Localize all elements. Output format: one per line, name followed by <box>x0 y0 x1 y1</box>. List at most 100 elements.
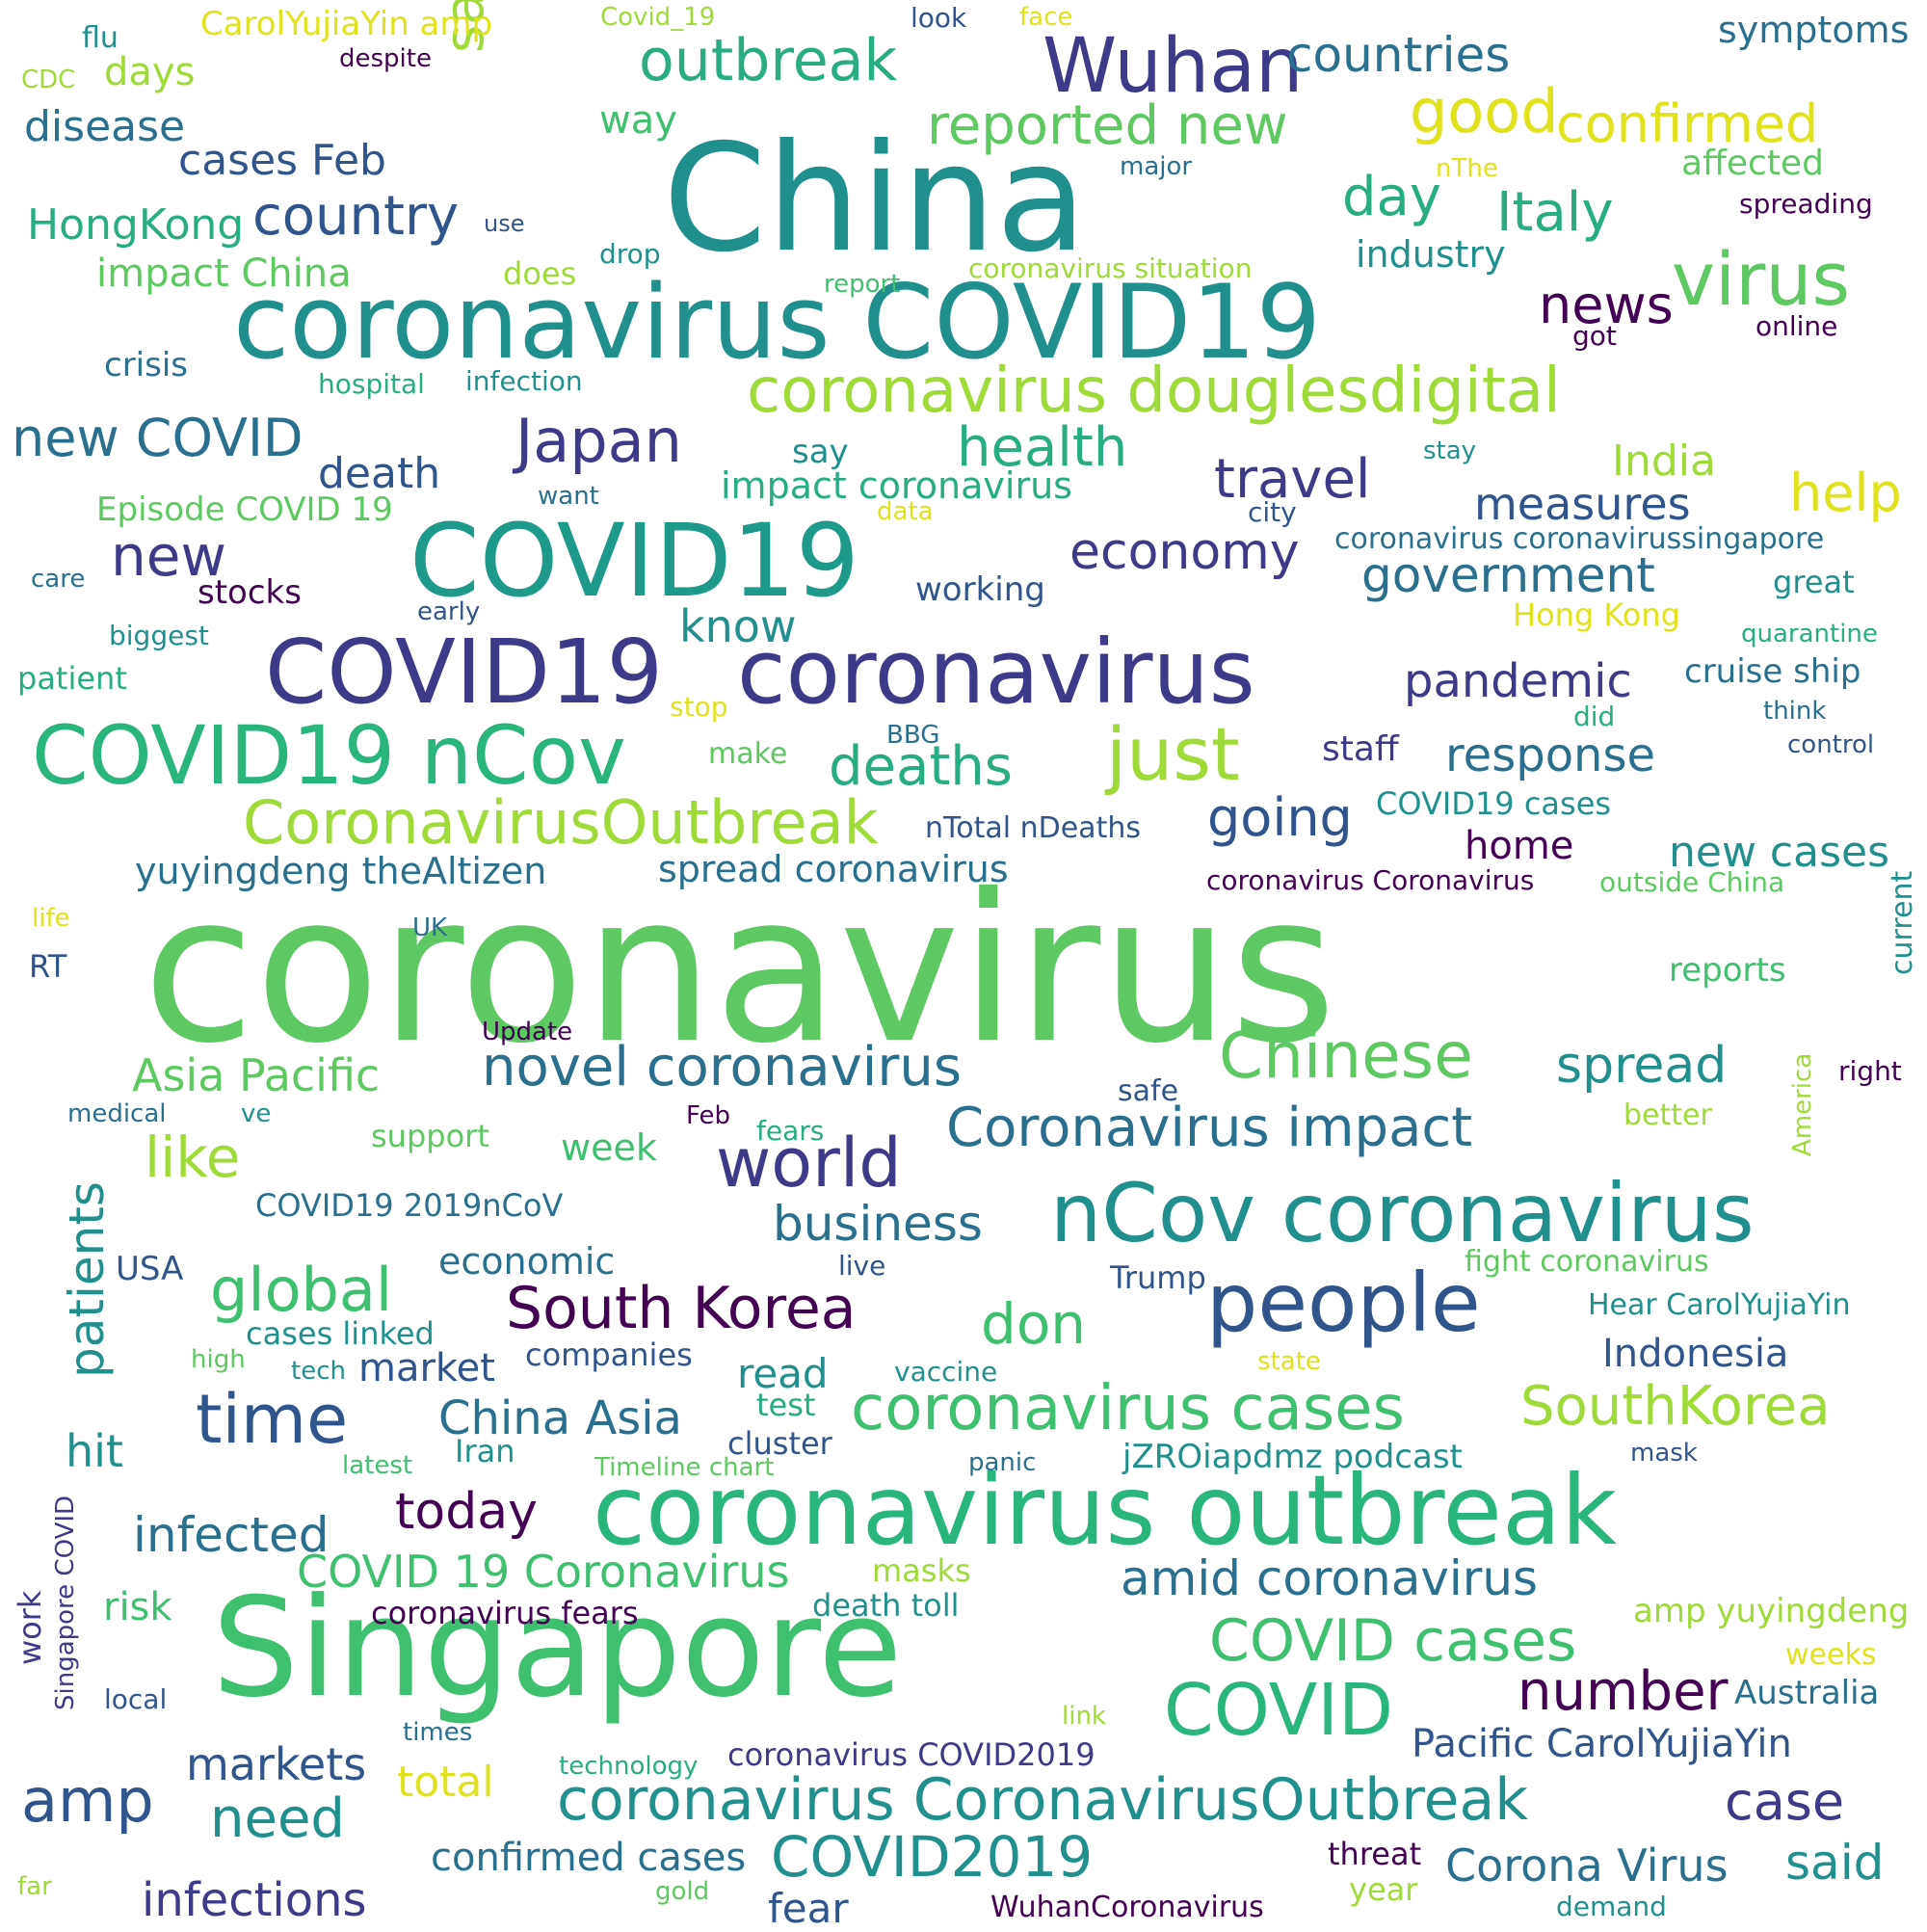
word: government <box>1361 547 1655 603</box>
word: demand <box>1556 1891 1667 1922</box>
word: know <box>679 600 797 652</box>
word: Australia <box>1734 1674 1880 1712</box>
word: UK <box>412 913 448 942</box>
word: spread coronavirus <box>658 848 1009 890</box>
word: novel coronavirus <box>482 1036 963 1098</box>
word: markets <box>186 1738 367 1790</box>
word: outbreak <box>639 27 898 94</box>
word: symptoms <box>1718 9 1910 51</box>
word: USA <box>116 1250 184 1288</box>
word: measures <box>1474 478 1691 530</box>
word: biggest <box>109 620 209 651</box>
word: nTotal nDeaths <box>925 811 1141 845</box>
word: CDC <box>21 66 76 94</box>
word: Trump <box>1110 1259 1206 1296</box>
word: China Asia <box>438 1391 682 1445</box>
word: reports <box>1669 951 1786 990</box>
word: stocks <box>198 573 302 612</box>
word: Italy <box>1496 181 1614 244</box>
word: face <box>1019 3 1073 32</box>
word: crisis <box>104 346 188 384</box>
word: SouthKorea <box>1520 1375 1831 1438</box>
word: Feb <box>686 1101 731 1130</box>
word: coronavirus outbreak <box>593 1454 1618 1567</box>
word: fight coronavirus <box>1465 1245 1709 1279</box>
word: COVID <box>1164 1669 1394 1752</box>
word: South Korea <box>506 1275 857 1342</box>
word: days <box>104 50 196 94</box>
word: way <box>599 98 677 143</box>
word: early <box>417 597 481 626</box>
word: mask <box>1630 1439 1698 1468</box>
word: threat <box>1328 1836 1422 1872</box>
word: tech <box>291 1357 346 1386</box>
word: Iran <box>455 1433 515 1469</box>
word: world <box>716 1124 902 1203</box>
word: far <box>17 1872 52 1901</box>
word: coronavirus fears <box>371 1595 639 1631</box>
word: virus <box>1672 236 1851 322</box>
word: disease <box>24 102 186 151</box>
word: new <box>111 523 226 589</box>
word: time <box>196 1380 349 1459</box>
word: amp yuyingdeng <box>1633 1592 1910 1630</box>
word: working <box>915 570 1045 609</box>
word: fear <box>768 1885 849 1932</box>
word: Corona Virus <box>1445 1839 1729 1892</box>
word: support <box>371 1118 489 1154</box>
word: amid coronavirus <box>1121 1550 1539 1606</box>
word: economic <box>438 1240 616 1283</box>
word: spreading <box>1739 188 1873 220</box>
word: cluster <box>727 1425 832 1462</box>
word: drop <box>599 238 661 270</box>
word: coronavirus <box>737 621 1255 724</box>
word: hospital <box>318 368 425 400</box>
word: global <box>210 1255 393 1325</box>
word: like <box>145 1125 241 1190</box>
word: home <box>1465 824 1574 868</box>
word: despite <box>339 44 432 73</box>
word: live <box>838 1250 886 1282</box>
word: Pacific CarolYujiaYin <box>1412 1722 1792 1766</box>
word: cases linked <box>246 1315 435 1352</box>
word: India <box>1612 437 1716 486</box>
word: help <box>1789 463 1902 523</box>
word: RT <box>29 948 67 985</box>
word: does <box>503 255 577 292</box>
word: want <box>538 482 599 511</box>
word: Coronavirus impact <box>946 1097 1473 1159</box>
word: state <box>1257 1347 1321 1376</box>
word: city <box>1248 496 1297 528</box>
word: staff <box>1322 729 1399 769</box>
word: work <box>12 1590 48 1665</box>
word: stop <box>670 691 728 723</box>
word: make <box>708 737 788 771</box>
word: vaccine <box>894 1356 998 1388</box>
word: medical <box>67 1099 167 1128</box>
word: masks <box>872 1552 971 1589</box>
word: Timeline chart <box>594 1453 775 1482</box>
word: COVID 19 Coronavirus <box>297 1546 790 1598</box>
word: Singapore <box>212 1569 903 1728</box>
word: coronavirus douglesdigital <box>747 356 1561 427</box>
word: fears <box>756 1115 825 1147</box>
word: infected <box>133 1507 330 1563</box>
word: affected <box>1681 144 1824 183</box>
word: coronavirus COVID19 <box>233 263 1322 382</box>
word: Episode COVID 19 <box>96 490 393 529</box>
word: going <box>1207 787 1353 848</box>
word: country <box>252 185 460 248</box>
word: coronavirus COVID2019 <box>727 1736 1095 1773</box>
word: Chinese <box>1219 1019 1473 1093</box>
word: Indonesia <box>1602 1332 1789 1376</box>
word: times <box>403 1718 473 1747</box>
word: confirmed cases <box>431 1836 747 1880</box>
word: look <box>911 2 967 34</box>
word: day <box>1342 166 1442 228</box>
word: stay <box>1423 437 1477 465</box>
word: Covid_19 <box>600 3 716 32</box>
word: coronavirus CoronavirusOutbreak <box>557 1766 1528 1834</box>
word: coronavirus situation <box>968 252 1253 284</box>
word: response <box>1445 728 1656 782</box>
